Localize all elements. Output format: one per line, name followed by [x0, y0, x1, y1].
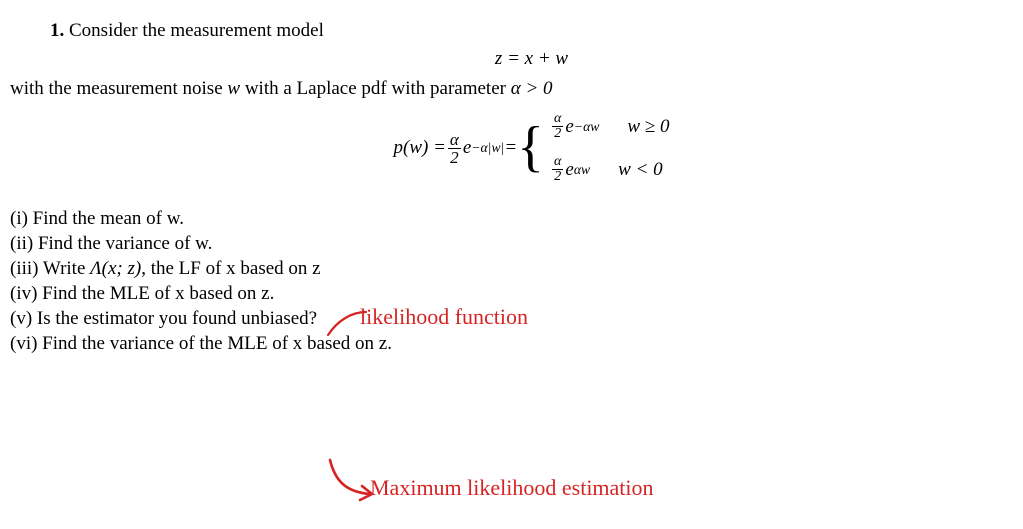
part-i: (i) Find the mean of w.: [10, 208, 1013, 230]
case2-cond: w < 0: [618, 159, 663, 181]
cases-body: α 2 e−αw w ≥ 0 α 2 eαw w < 0: [550, 112, 669, 184]
pdf-main-fraction: α 2: [448, 131, 461, 166]
pdf-main-den: 2: [448, 149, 461, 166]
case1-e: e: [565, 116, 573, 138]
problem-number: 1.: [50, 20, 64, 41]
mle-arrow-icon: [330, 460, 372, 500]
pdf-lhs: p(w) =: [394, 137, 446, 159]
part-iii-post: , the LF of x based on z: [141, 258, 320, 279]
case2-fraction: α 2: [552, 155, 563, 184]
problem-intro: Consider the measurement model: [69, 20, 324, 41]
case1-sup: −αw: [574, 119, 600, 135]
alpha-symbol: α: [511, 78, 521, 99]
part-iii-lambda: Λ(x; z): [90, 258, 141, 279]
part-vi: (vi) Find the variance of the MLE of x b…: [10, 333, 1013, 355]
pdf-equation: p(w) = α 2 e−α|w| = { α 2 e−αw w ≥ 0 α 2…: [50, 112, 1013, 184]
part-iv: (iv) Find the MLE of x based on z.: [10, 283, 1013, 305]
annotation-mle: Maximum likelihood estimation: [370, 475, 654, 501]
model-equation: z = x + w: [50, 48, 1013, 70]
part-ii: (ii) Find the variance of w.: [10, 233, 1013, 255]
case-row-2: α 2 eαw w < 0: [550, 155, 669, 184]
noise-pre: with the measurement noise: [10, 78, 227, 99]
case1-num: α: [552, 112, 563, 127]
pdf-main-e: e: [463, 137, 471, 159]
case2-num: α: [552, 155, 563, 170]
part-iii-pre: (iii) Write: [10, 258, 90, 279]
noise-description: with the measurement noise w with a Lapl…: [10, 78, 1013, 100]
subparts-list: (i) Find the mean of w. (ii) Find the va…: [10, 208, 1013, 355]
pdf-main-num: α: [448, 131, 461, 149]
case1-den: 2: [552, 127, 563, 141]
case-row-1: α 2 e−αw w ≥ 0: [550, 112, 669, 141]
noise-mid: with a Laplace pdf with parameter: [240, 78, 511, 99]
case2-sup: αw: [574, 162, 590, 178]
noise-var: w: [227, 78, 240, 99]
case2-e: e: [565, 159, 573, 181]
case1-cond: w ≥ 0: [627, 116, 669, 138]
pdf-equals: =: [504, 137, 517, 159]
case1-fraction: α 2: [552, 112, 563, 141]
part-v: (v) Is the estimator you found unbiased?: [10, 308, 1013, 330]
part-iii: (iii) Write Λ(x; z), the LF of x based o…: [10, 258, 1013, 280]
problem-heading: 1. Consider the measurement model: [50, 20, 1013, 42]
left-brace-icon: {: [517, 124, 544, 172]
pdf-main-sup: −α|w|: [471, 140, 504, 156]
case2-den: 2: [552, 170, 563, 184]
pdf-cases: { α 2 e−αw w ≥ 0 α 2 eαw w < 0: [517, 112, 669, 184]
alpha-cond: > 0: [521, 78, 553, 99]
